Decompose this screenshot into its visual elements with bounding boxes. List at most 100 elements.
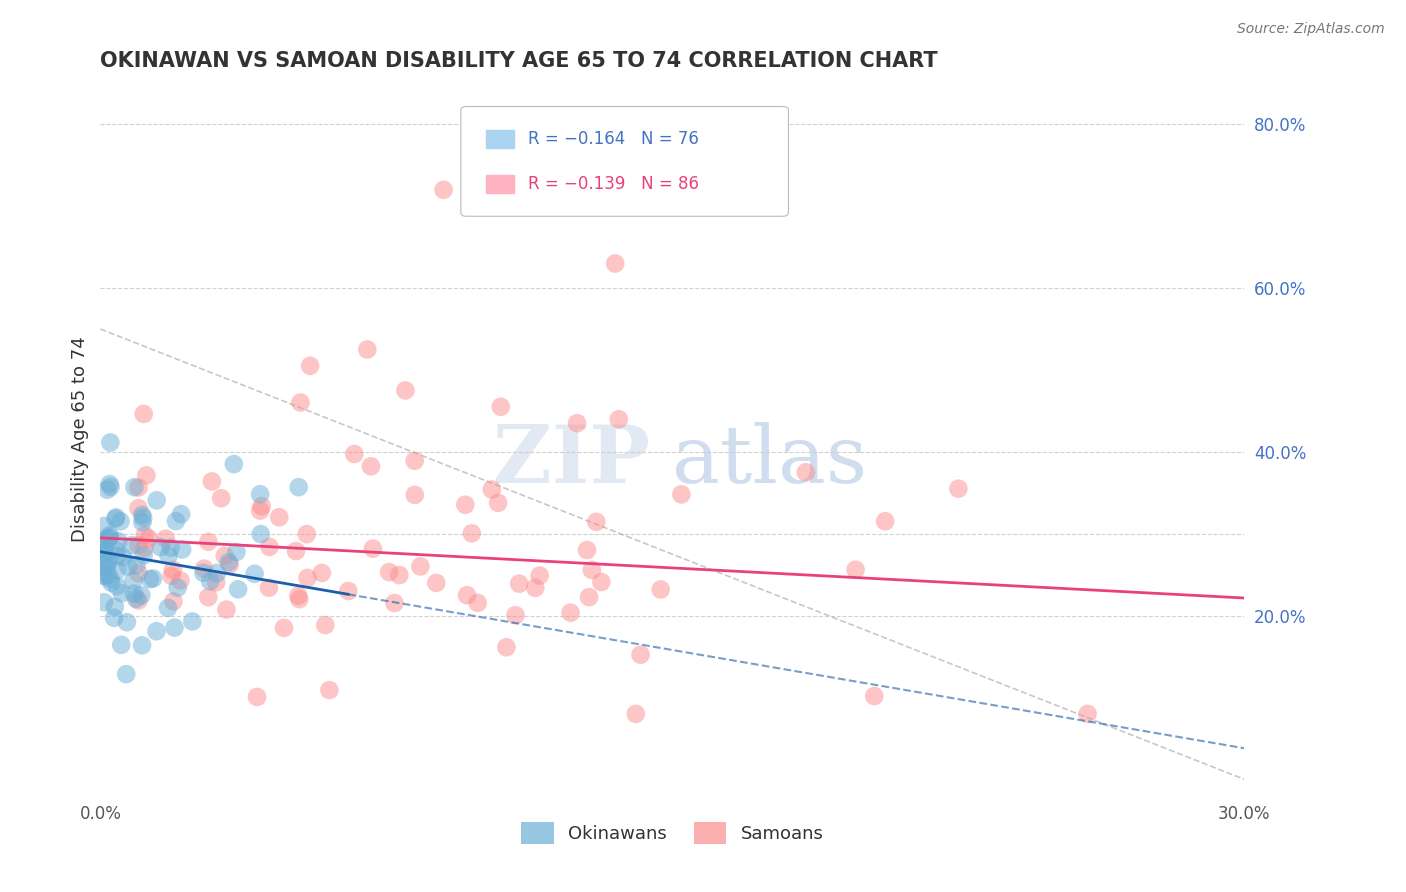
Point <box>624 706 647 721</box>
Point <box>250 499 273 513</box>
Point <box>356 343 378 357</box>
Point <box>388 568 411 582</box>
Point <box>630 648 652 662</box>
Point <box>201 475 224 489</box>
Point <box>93 545 115 559</box>
Point <box>157 549 180 563</box>
Point <box>96 559 118 574</box>
Point <box>249 527 271 541</box>
Point <box>467 596 489 610</box>
Text: OKINAWAN VS SAMOAN DISABILITY AGE 65 TO 74 CORRELATION CHART: OKINAWAN VS SAMOAN DISABILITY AGE 65 TO … <box>100 51 938 70</box>
Point <box>314 618 336 632</box>
Point <box>93 569 115 583</box>
Point <box>205 575 228 590</box>
Point <box>115 667 138 681</box>
Point <box>425 576 447 591</box>
Text: R = −0.139   N = 86: R = −0.139 N = 86 <box>529 175 699 193</box>
Point <box>259 540 281 554</box>
Point <box>163 621 186 635</box>
Point <box>138 532 160 546</box>
Point <box>115 615 138 630</box>
Point <box>205 566 228 580</box>
Point <box>134 528 156 542</box>
Point <box>222 457 245 471</box>
Point <box>125 591 148 606</box>
Point <box>529 568 551 582</box>
Point <box>193 566 215 580</box>
Point <box>127 481 149 495</box>
Point <box>132 548 155 562</box>
Point <box>94 560 117 574</box>
Point <box>197 534 219 549</box>
Point <box>98 477 121 491</box>
Point <box>100 572 122 586</box>
Point <box>100 480 122 494</box>
Point <box>172 542 194 557</box>
Point <box>93 542 115 557</box>
Point <box>671 487 693 501</box>
Point <box>159 541 181 555</box>
Point <box>169 574 191 588</box>
Point <box>104 512 127 526</box>
Point <box>576 543 599 558</box>
Text: ZIP: ZIP <box>492 422 650 500</box>
Point <box>486 496 509 510</box>
Point <box>162 563 184 577</box>
Point <box>131 638 153 652</box>
Point <box>209 491 232 506</box>
Point <box>432 183 454 197</box>
Point <box>243 566 266 581</box>
Point <box>456 588 478 602</box>
Point <box>157 601 180 615</box>
Point <box>297 571 319 585</box>
Point <box>607 412 630 426</box>
Point <box>361 541 384 556</box>
Point <box>135 468 157 483</box>
Point <box>249 503 271 517</box>
Point <box>142 571 165 585</box>
Point <box>166 581 188 595</box>
Point <box>111 550 134 565</box>
Point <box>100 575 122 590</box>
Point <box>155 532 177 546</box>
Point <box>134 541 156 555</box>
Point <box>257 581 280 595</box>
Point <box>299 359 322 373</box>
Point <box>585 515 607 529</box>
Point <box>288 592 311 607</box>
Point <box>121 538 143 552</box>
Point <box>124 480 146 494</box>
Point <box>93 554 115 568</box>
Point <box>404 488 426 502</box>
Point <box>103 611 125 625</box>
Point <box>132 511 155 525</box>
Point <box>127 501 149 516</box>
Point <box>127 593 149 607</box>
Point <box>110 638 132 652</box>
Point <box>384 596 406 610</box>
Point <box>131 508 153 522</box>
Point <box>337 584 360 599</box>
Point <box>290 395 312 409</box>
Point <box>165 514 187 528</box>
Point <box>98 528 121 542</box>
Point <box>844 563 866 577</box>
Point <box>105 579 128 593</box>
Point <box>505 608 527 623</box>
Point <box>454 498 477 512</box>
Point <box>131 588 153 602</box>
Point <box>285 544 308 558</box>
Point <box>875 514 897 528</box>
Point <box>96 483 118 497</box>
Point <box>409 559 432 574</box>
Point <box>273 621 295 635</box>
Point <box>125 558 148 573</box>
Point <box>287 589 309 603</box>
Point <box>404 454 426 468</box>
Point <box>127 538 149 552</box>
Point <box>122 574 145 588</box>
Point <box>145 493 167 508</box>
Point <box>495 640 517 655</box>
Point <box>162 594 184 608</box>
Point <box>246 690 269 704</box>
